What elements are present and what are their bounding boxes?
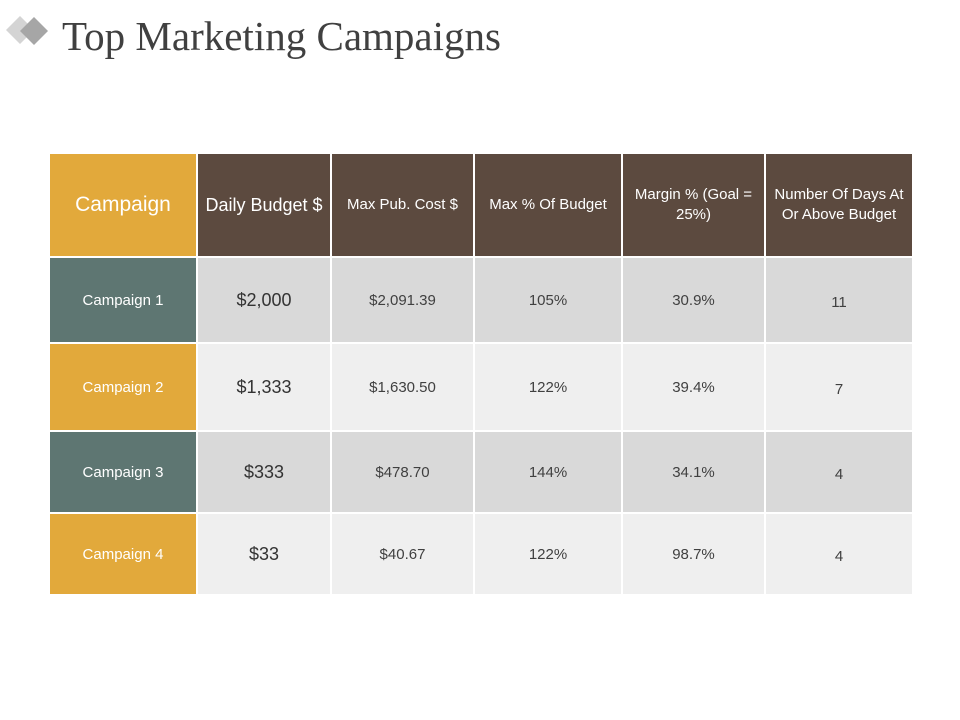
diamond-logo-icon bbox=[0, 12, 60, 52]
margin-cell: 98.7% bbox=[623, 514, 766, 596]
daily-budget-cell: $1,333 bbox=[198, 344, 332, 432]
days-above-budget-cell: 11 bbox=[766, 258, 912, 344]
table-row: Campaign 1 $2,000 $2,091.39 105% 30.9% 1… bbox=[50, 258, 912, 344]
table-row: Campaign 3 $333 $478.70 144% 34.1% 4 bbox=[50, 432, 912, 514]
days-above-budget-cell: 7 bbox=[766, 344, 912, 432]
max-pub-cost-cell: $1,630.50 bbox=[332, 344, 475, 432]
header-margin: Margin % (Goal = 25%) bbox=[623, 154, 766, 258]
days-above-budget-cell: 4 bbox=[766, 432, 912, 514]
max-pub-cost-cell: $478.70 bbox=[332, 432, 475, 514]
margin-cell: 39.4% bbox=[623, 344, 766, 432]
max-percent-budget-cell: 144% bbox=[475, 432, 623, 514]
daily-budget-cell: $2,000 bbox=[198, 258, 332, 344]
campaign-name-cell: Campaign 2 bbox=[50, 344, 198, 432]
campaign-name-cell: Campaign 4 bbox=[50, 514, 198, 596]
header-campaign: Campaign bbox=[50, 154, 198, 258]
header-days-above-budget: Number Of Days At Or Above Budget bbox=[766, 154, 912, 258]
daily-budget-cell: $33 bbox=[198, 514, 332, 596]
max-percent-budget-cell: 122% bbox=[475, 344, 623, 432]
page-title: Top Marketing Campaigns bbox=[62, 13, 501, 59]
max-pub-cost-cell: $2,091.39 bbox=[332, 258, 475, 344]
max-percent-budget-cell: 105% bbox=[475, 258, 623, 344]
campaign-name-cell: Campaign 3 bbox=[50, 432, 198, 514]
header-daily-budget: Daily Budget $ bbox=[198, 154, 332, 258]
margin-cell: 34.1% bbox=[623, 432, 766, 514]
max-percent-budget-cell: 122% bbox=[475, 514, 623, 596]
table-row: Campaign 2 $1,333 $1,630.50 122% 39.4% 7 bbox=[50, 344, 912, 432]
campaigns-table: Campaign Daily Budget $ Max Pub. Cost $ … bbox=[50, 154, 912, 596]
days-above-budget-cell: 4 bbox=[766, 514, 912, 596]
max-pub-cost-cell: $40.67 bbox=[332, 514, 475, 596]
campaign-name-cell: Campaign 1 bbox=[50, 258, 198, 344]
header-max-percent-budget: Max % Of Budget bbox=[475, 154, 623, 258]
table-row: Campaign 4 $33 $40.67 122% 98.7% 4 bbox=[50, 514, 912, 596]
daily-budget-cell: $333 bbox=[198, 432, 332, 514]
margin-cell: 30.9% bbox=[623, 258, 766, 344]
header-max-pub-cost: Max Pub. Cost $ bbox=[332, 154, 475, 258]
table-header-row: Campaign Daily Budget $ Max Pub. Cost $ … bbox=[50, 154, 912, 258]
